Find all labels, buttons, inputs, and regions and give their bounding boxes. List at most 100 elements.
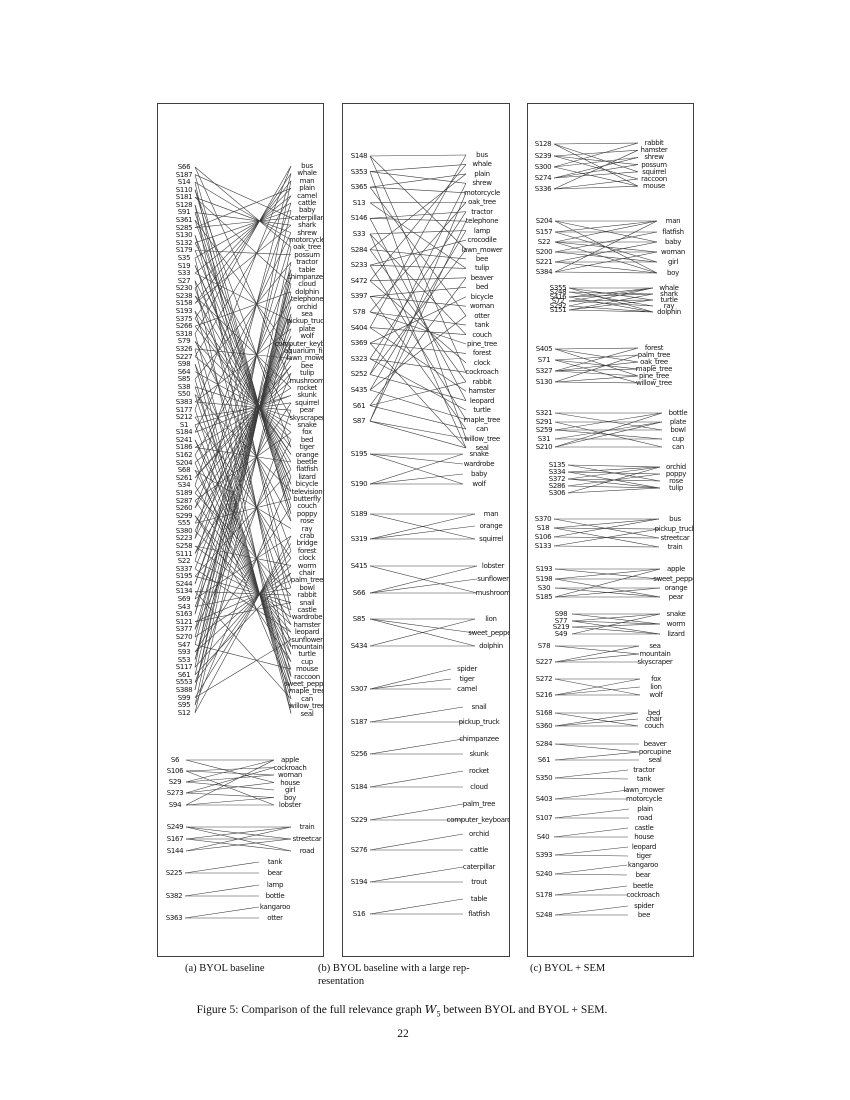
node-label-left: S258	[175, 542, 193, 550]
node-label-right: willow_tree	[289, 702, 324, 711]
node-label-left: S167	[166, 835, 184, 843]
node-label-right: cattle	[297, 199, 317, 207]
node-label-left: S184	[175, 428, 193, 437]
node-label-left: S393	[535, 851, 553, 859]
node-label-right: tank	[267, 858, 283, 866]
math-subscript: 5	[436, 1009, 441, 1019]
node-label-right: beaver	[470, 273, 494, 282]
node-label-right: skyscraper	[637, 658, 673, 666]
node-label-left: S157	[535, 228, 553, 236]
node-label-left: S361	[175, 216, 193, 225]
node-label-right: table	[470, 895, 488, 903]
node-label-right: hamster	[640, 146, 668, 155]
node-label-right: tiger	[636, 852, 652, 860]
node-label-left: S230	[175, 284, 193, 293]
node-label-left: S14	[177, 178, 191, 187]
subcaption-b: (b) BYOL baseline with a large rep- rese…	[318, 962, 498, 988]
node-label-right: forest	[472, 349, 492, 358]
node-label-right: couch	[644, 722, 664, 730]
node-label-left: S49	[554, 630, 568, 638]
node-label-left: S72	[551, 297, 565, 305]
node-label-left: S93	[177, 648, 191, 657]
node-label-right: can	[476, 425, 488, 434]
node-label-left: S38	[177, 382, 191, 391]
node-label-right: pickup_truck	[286, 317, 324, 326]
node-label-left: S405	[535, 345, 553, 353]
node-label-right: plate	[669, 418, 687, 426]
node-label-right: bed	[647, 709, 661, 717]
node-label-right: motorcycle	[289, 236, 324, 244]
node-label-right: lamp	[266, 881, 284, 889]
node-label-right: train	[299, 823, 315, 831]
node-label-left: S270	[175, 632, 193, 641]
node-label-right: lawn_mower	[461, 245, 503, 254]
node-label-right: bee	[300, 361, 314, 370]
node-label-left: S397	[350, 292, 368, 301]
node-label-left: S274	[534, 174, 552, 182]
node-label-left: S71	[537, 356, 551, 364]
node-label-left: S369	[350, 339, 368, 348]
node-label-right: kangaroo	[259, 903, 291, 911]
node-label-right: ray	[301, 524, 313, 533]
node-label-left: S195	[350, 450, 368, 458]
node-label-left: S365	[350, 183, 368, 192]
figure-caption-text: Figure 5: Comparison of the full relevan…	[196, 1004, 422, 1016]
node-label-right: lobster	[278, 801, 302, 809]
node-label-right: wolf	[649, 691, 663, 699]
node-label-right: orange	[479, 522, 503, 530]
node-label-left: S273	[166, 789, 184, 797]
node-label-left: S292	[549, 302, 567, 310]
node-label-right: rocket	[469, 767, 489, 775]
node-label-left: S18	[536, 524, 550, 532]
node-label-left: S66	[352, 589, 366, 597]
node-label-right: wardrobe	[291, 613, 323, 622]
node-label-right: wolf	[300, 332, 314, 341]
node-label-right: tulip	[474, 264, 490, 273]
node-label-left: S168	[535, 709, 553, 717]
node-label-left: S178	[535, 891, 553, 899]
node-label-left: S327	[535, 367, 553, 375]
node-label-left: S306	[548, 489, 566, 497]
node-label-left: S151	[549, 306, 567, 314]
node-label-right: sweet_pepper	[284, 680, 324, 688]
node-label-right: sea	[301, 310, 313, 318]
node-label-left: S334	[548, 468, 566, 476]
node-label-left: S61	[537, 756, 551, 764]
node-label-left: S43	[177, 602, 191, 611]
node-label-right: snake	[666, 610, 686, 618]
node-label-right: pear	[668, 593, 684, 601]
node-label-right: tank	[636, 775, 652, 783]
node-label-right: otter	[474, 311, 490, 320]
node-label-left: S284	[350, 245, 368, 254]
node-label-left: S221	[535, 258, 553, 266]
node-label-left: S210	[535, 443, 553, 451]
node-label-right: baby	[470, 470, 488, 478]
node-label-left: S99	[177, 693, 191, 702]
node-label-left: S186	[175, 443, 193, 452]
node-label-right: clock	[298, 554, 316, 563]
node-label-right: bus	[301, 162, 313, 170]
node-label-right: lizard	[667, 630, 685, 638]
node-label-right: bottle	[265, 892, 285, 900]
node-label-left: S323	[350, 354, 368, 363]
node-label-right: beetle	[296, 458, 318, 466]
node-label-left: S240	[535, 870, 553, 878]
subcaption-c: (c) BYOL + SEM	[530, 963, 606, 974]
node-label-right: girl	[284, 786, 296, 794]
node-label-right: orange	[664, 584, 688, 592]
node-label-left: S179	[175, 246, 193, 255]
node-label-left: S321	[535, 409, 553, 417]
node-label-right: oak_tree	[293, 243, 321, 252]
node-label-right: fox	[302, 428, 312, 437]
node-label-left: S132	[175, 238, 193, 247]
node-label-left: S388	[175, 686, 193, 695]
node-label-left: S12	[177, 708, 191, 717]
node-label-right: bed	[300, 435, 314, 444]
node-label-right: mouse	[643, 182, 665, 191]
node-label-left: S30	[537, 584, 551, 592]
node-label-left: S110	[175, 185, 193, 194]
node-label-right: road	[299, 847, 315, 855]
node-label-left: S204	[535, 217, 553, 225]
node-label-right: cloud	[298, 280, 316, 289]
node-label-right: bear	[635, 871, 651, 879]
